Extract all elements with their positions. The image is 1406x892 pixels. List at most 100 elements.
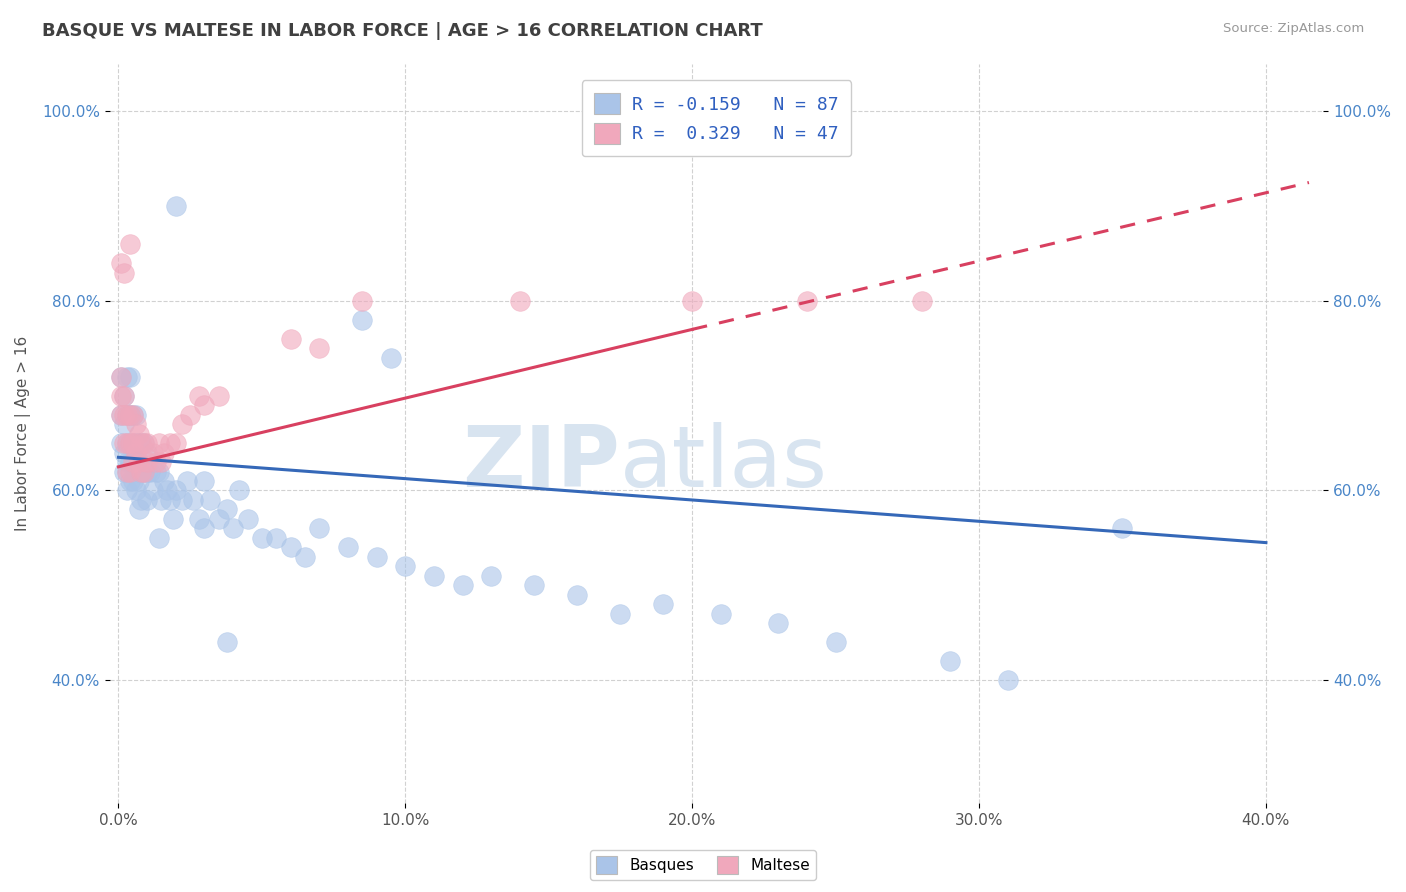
Point (124, 436, 146, 450)
Y-axis label: In Labor Force | Age > 16: In Labor Force | Age > 16 (15, 336, 31, 532)
Point (121, 436, 143, 450)
Point (115, 483, 138, 498)
Point (217, 635, 239, 649)
Point (159, 436, 181, 450)
Point (121, 408, 143, 422)
Point (228, 483, 250, 498)
Point (423, 568, 446, 582)
Point (112, 408, 135, 422)
Point (136, 445, 159, 459)
Point (115, 465, 138, 479)
Point (208, 512, 231, 526)
Point (128, 426, 150, 441)
Point (118, 465, 141, 479)
Point (308, 342, 330, 356)
Point (110, 369, 132, 384)
Point (121, 408, 143, 422)
Point (148, 465, 170, 479)
Point (208, 389, 231, 403)
Point (280, 332, 302, 346)
Point (134, 436, 156, 450)
Point (159, 493, 181, 508)
Point (131, 436, 153, 450)
Point (118, 474, 141, 488)
Point (118, 408, 141, 422)
Point (110, 408, 132, 422)
Point (145, 455, 167, 469)
Point (652, 597, 675, 611)
Point (181, 493, 204, 508)
Point (153, 474, 176, 488)
Point (162, 512, 184, 526)
Point (681, 293, 703, 308)
Point (352, 313, 374, 327)
Point (1111, 521, 1133, 535)
Point (136, 455, 159, 469)
Point (134, 465, 156, 479)
Point (112, 266, 135, 280)
Point (165, 436, 187, 450)
Point (609, 607, 631, 621)
Point (710, 607, 733, 621)
Text: atlas: atlas (620, 422, 828, 505)
Point (939, 654, 962, 668)
Point (131, 465, 153, 479)
Text: Source: ZipAtlas.com: Source: ZipAtlas.com (1223, 22, 1364, 36)
Point (380, 351, 402, 365)
Point (115, 436, 138, 450)
Text: BASQUE VS MALTESE IN LABOR FORCE | AGE > 16 CORRELATION CHART: BASQUE VS MALTESE IN LABOR FORCE | AGE >… (42, 22, 763, 40)
Point (153, 445, 176, 459)
Point (336, 541, 359, 555)
Point (451, 578, 474, 592)
Point (118, 408, 141, 422)
Point (128, 455, 150, 469)
Point (128, 436, 150, 450)
Point (115, 465, 138, 479)
Point (112, 465, 135, 479)
Point (124, 408, 146, 422)
Point (115, 455, 138, 469)
Point (796, 293, 818, 308)
Point (179, 408, 201, 422)
Point (136, 465, 159, 479)
Point (200, 493, 222, 508)
Point (112, 389, 135, 403)
Point (110, 389, 132, 403)
Point (118, 436, 141, 450)
Point (193, 521, 215, 535)
Point (128, 474, 150, 488)
Text: ZIP: ZIP (461, 422, 620, 505)
Point (124, 483, 146, 498)
Point (768, 616, 790, 631)
Legend: R = -0.159   N = 87, R =  0.329   N = 47: R = -0.159 N = 87, R = 0.329 N = 47 (582, 80, 852, 156)
Point (308, 521, 330, 535)
Point (124, 445, 146, 459)
Point (112, 417, 135, 432)
Point (366, 549, 388, 564)
Point (165, 483, 187, 498)
Point (145, 465, 167, 479)
Point (118, 436, 141, 450)
Point (121, 455, 143, 469)
Point (121, 436, 143, 450)
Point (997, 673, 1019, 687)
Point (187, 389, 209, 403)
Point (121, 455, 143, 469)
Point (118, 237, 141, 252)
Point (128, 455, 150, 469)
Point (264, 531, 287, 545)
Point (222, 521, 245, 535)
Point (115, 408, 138, 422)
Point (193, 398, 215, 412)
Point (134, 465, 156, 479)
Point (118, 408, 141, 422)
Point (136, 436, 159, 450)
Point (124, 417, 146, 432)
Point (217, 502, 239, 516)
Point (523, 578, 546, 592)
Point (911, 293, 934, 308)
Point (112, 445, 135, 459)
Point (170, 417, 193, 432)
Legend: Basques, Maltese: Basques, Maltese (589, 850, 817, 880)
Point (139, 465, 162, 479)
